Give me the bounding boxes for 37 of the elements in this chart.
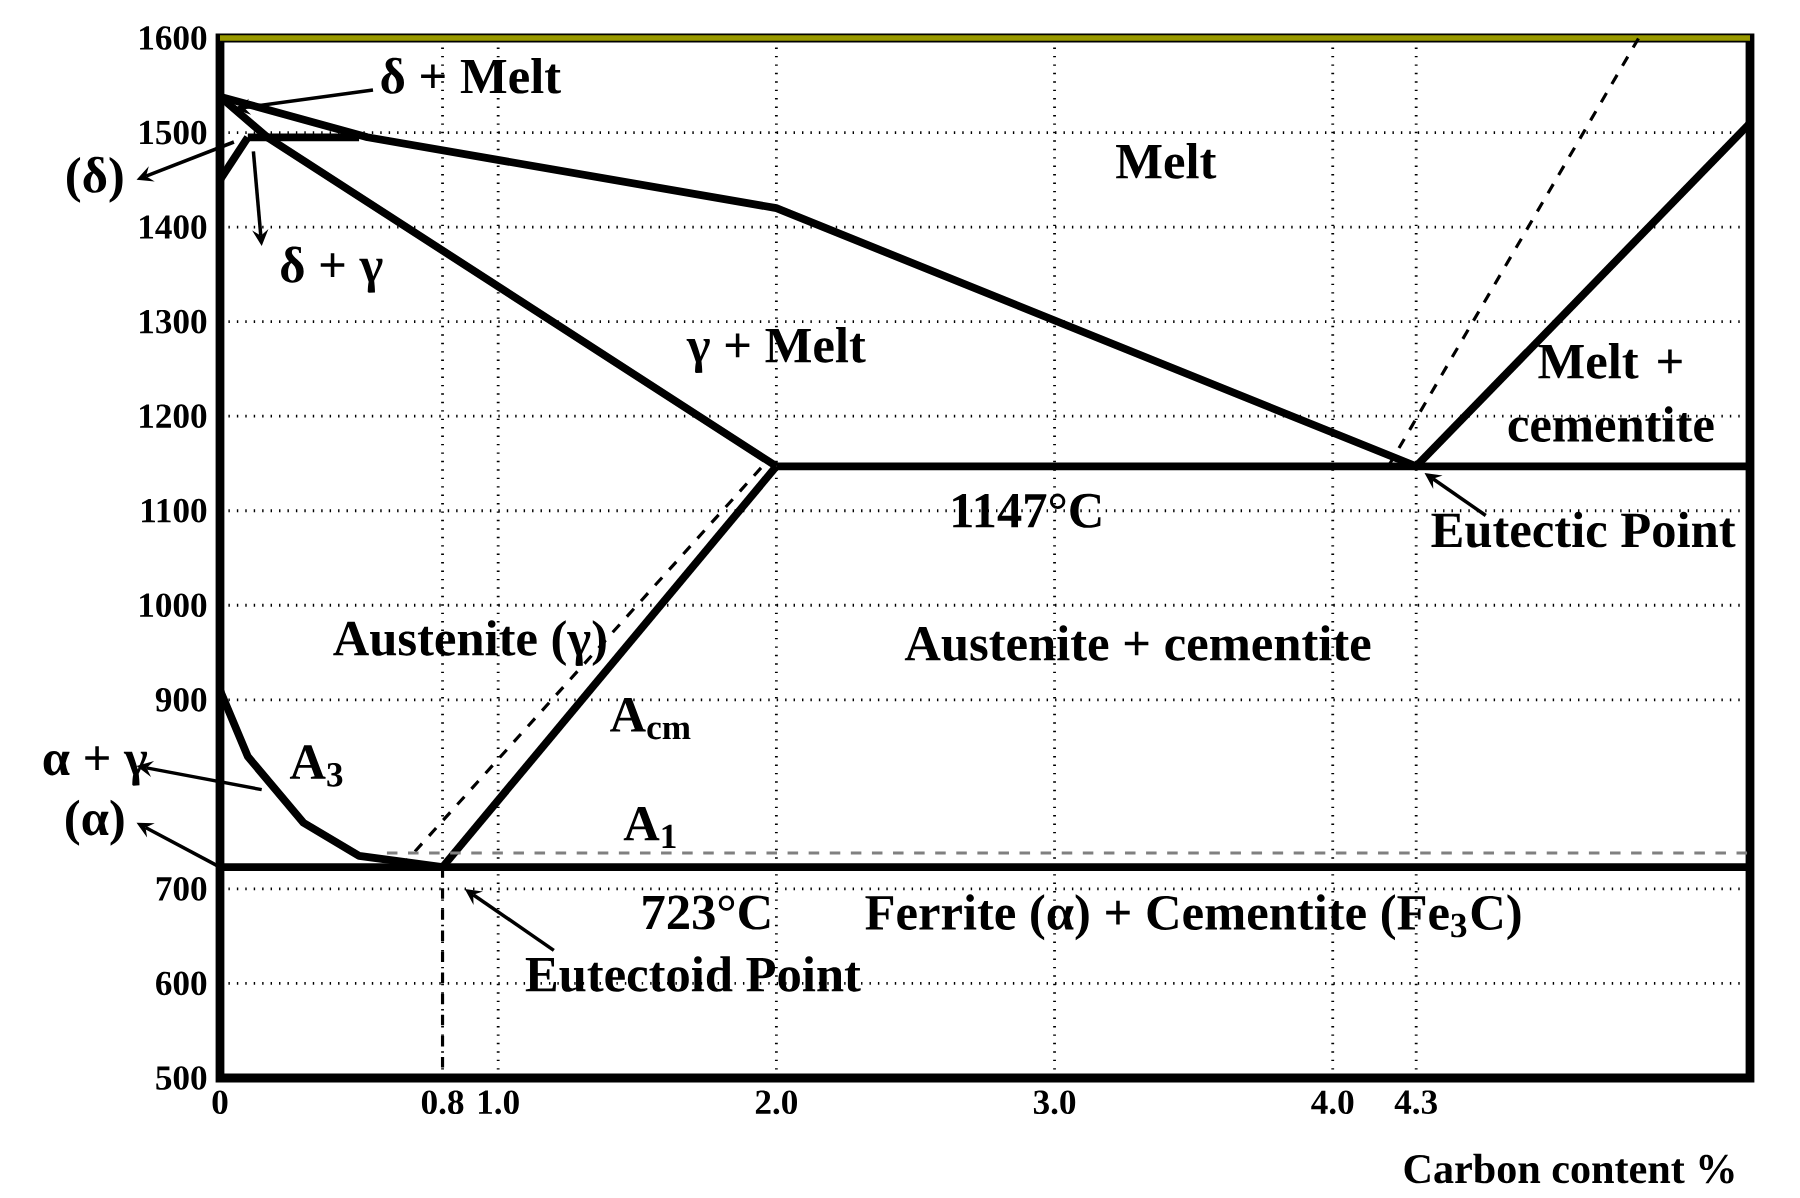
x-tick-label: 0 (212, 1090, 228, 1115)
y-tick-label: 1400 (140, 215, 207, 239)
annotation: Austenite (γ) (333, 620, 606, 666)
annotation: Melt + cementite (1508, 343, 1714, 442)
y-tick-label: 500 (156, 1066, 207, 1090)
y-tick-label: 600 (156, 971, 207, 996)
annotation: Melt (1116, 143, 1217, 179)
annotation: 1147°C (953, 493, 1101, 528)
y-tick-label: 700 (156, 877, 207, 901)
y-tick-label: 1000 (140, 593, 207, 618)
y-tick-label: 1500 (140, 120, 207, 145)
y-tick-label: 1200 (140, 404, 207, 429)
annotation: Eutectoid Point (525, 956, 861, 992)
annotation: γ + Melt (686, 327, 866, 373)
x-tick-label: 4.3 (1394, 1090, 1437, 1115)
annotation: δ + γ (281, 246, 383, 293)
y-tick-label: 900 (155, 687, 207, 712)
annotation: Austenite + cementite (904, 625, 1371, 661)
text: (δ) (67, 156, 123, 203)
x-tick-label: 4.0 (1311, 1090, 1354, 1115)
x-tick-label: 3.0 (1033, 1090, 1076, 1115)
text: (α) (66, 799, 124, 846)
y-tick-label: 1300 (140, 309, 207, 334)
text: α + γ (43, 746, 148, 786)
x-tick-label: 1.0 (479, 1090, 519, 1115)
x-tick-label: 0.8 (421, 1090, 464, 1115)
annotation: A$_{1}$ (623, 806, 676, 848)
annotation: Eutectic Point (1431, 511, 1736, 548)
annotation: 723°C (643, 895, 770, 930)
annotation: A$_{3}$ (289, 745, 343, 787)
annotation: δ + Melt (381, 57, 561, 94)
y-tick-label: 1600 (140, 26, 207, 50)
x-tick-label: 2.0 (755, 1090, 798, 1115)
annotation: Ferrite (α) + Cementite (Fe$_{3}$C) (865, 894, 1521, 941)
x-axis-title: Carbon content % (1404, 1153, 1734, 1184)
y-tick-label: 1100 (142, 498, 207, 523)
annotation: A$_{cm}$ (610, 698, 691, 740)
